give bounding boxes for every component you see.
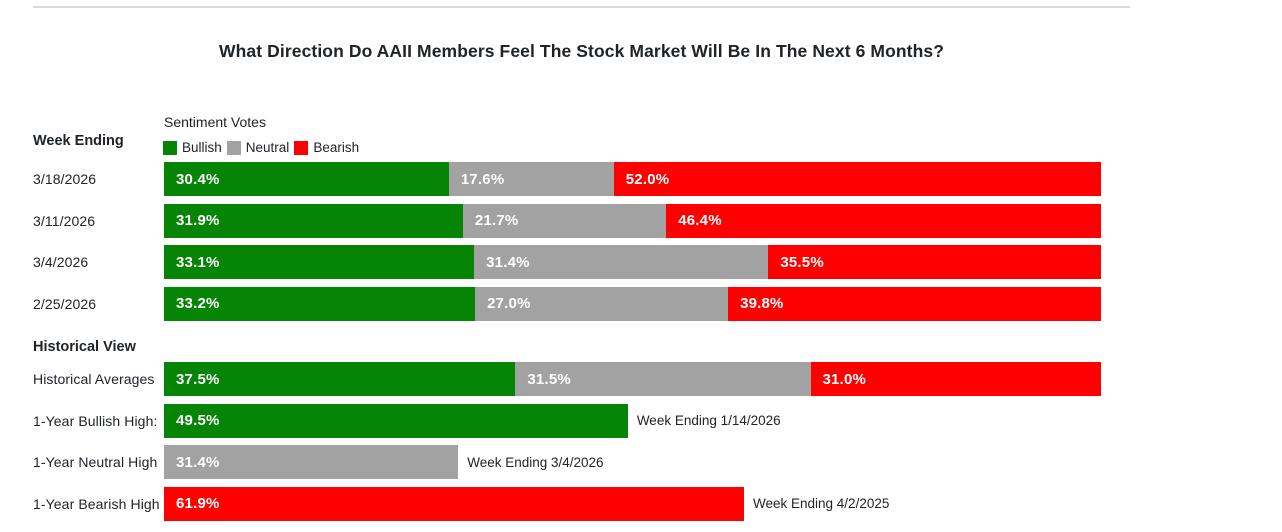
bar-value-label: 37.5% <box>176 370 220 388</box>
bar-group: 31.9% 21.7% 46.4% <box>164 203 1101 238</box>
bar-group: 37.5% 31.5% 31.0% <box>164 362 1101 396</box>
bar-group: 61.9% Week Ending 4/2/2025 <box>164 486 1101 521</box>
bar-segment-bearish: 35.5% <box>768 245 1101 279</box>
chart-legend: Bullish Neutral Bearish <box>163 140 364 155</box>
row-label: 1-Year Bearish High <box>33 495 160 512</box>
bar-value-label: 61.9% <box>176 495 220 512</box>
sentiment-votes-label: Sentiment Votes <box>164 114 266 130</box>
chart-row: 1-Year Neutral High 31.4% Week Ending 3/4/… <box>33 445 1101 479</box>
bar-segment-bullish: 31.9% <box>164 203 463 238</box>
bar-value-label: 35.5% <box>780 253 824 271</box>
legend-swatch-neutral <box>226 140 241 155</box>
bar-value-label: 27.0% <box>487 295 531 312</box>
bar-segment-neutral: 31.4% <box>474 245 769 279</box>
legend-label-bullish: Bullish <box>182 140 222 155</box>
chart-row: 3/18/2026 30.4% 17.6% 52.0% <box>33 162 1101 196</box>
bar-value-label: 52.0% <box>625 170 670 188</box>
bar-segment-neutral: 21.7% <box>462 203 667 238</box>
chart-row: Historical Averages 37.5% 31.5% 31.0% <box>33 362 1101 396</box>
bar-group: 30.4% 17.6% 52.0% <box>164 162 1101 196</box>
bar-value-label: 39.8% <box>740 295 784 312</box>
row-label: 1-Year Neutral High <box>33 454 158 470</box>
legend-label-neutral: Neutral <box>245 140 290 155</box>
bar-value-label: 49.5% <box>176 412 220 429</box>
bar-segment-bearish: 52.0% <box>613 162 1101 196</box>
bar-value-label: 17.6% <box>460 170 505 188</box>
bar-value-label: 31.9% <box>176 212 220 229</box>
bar-value-label: 21.7% <box>474 212 519 229</box>
historical-view-header: Historical View <box>33 339 136 355</box>
bar-segment-neutral: 27.0% <box>475 286 729 321</box>
week-ending-column-header: Week Ending <box>33 133 124 149</box>
legend-swatch-bullish <box>163 140 177 155</box>
bar-value-label: 31.4% <box>176 453 220 471</box>
bar-group: 49.5% Week Ending 1/14/2026 <box>164 403 1101 438</box>
bar-segment-bullish: 49.5% <box>164 403 628 438</box>
bar-value-label: 31.4% <box>486 253 530 271</box>
historical-rows: Historical Averages 37.5% 31.5% 31.0% 1-Year… <box>33 362 1101 521</box>
bar-value-label: 33.2% <box>176 295 220 312</box>
bar-segment-neutral: 17.6% <box>448 162 614 196</box>
chart-row: 3/11/2026 31.9% 21.7% 46.4% <box>33 203 1101 238</box>
chart-row: 1-Year Bullish High: 49.5% Week Ending 1/1… <box>33 403 1101 438</box>
legend-label-bearish: Bearish <box>313 140 360 155</box>
row-label: Historical Averages <box>33 371 155 387</box>
row-label: 3/11/2026 <box>33 212 96 229</box>
bar-segment-bullish: 37.5% <box>164 362 516 396</box>
bar-segment-bullish: 33.1% <box>164 245 475 279</box>
top-divider <box>33 6 1130 8</box>
bar-group: 31.4% Week Ending 3/4/2026 <box>164 445 1101 479</box>
bar-segment-bearish: 61.9% <box>164 486 744 521</box>
bar-value-label: 46.4% <box>678 212 722 229</box>
bar-group: 33.2% 27.0% 39.8% <box>164 286 1101 321</box>
bar-segment-bullish: 30.4% <box>164 162 449 196</box>
bar-group: 33.1% 31.4% 35.5% <box>164 245 1101 279</box>
legend-swatch-bearish <box>294 140 309 155</box>
row-label: 2/25/2026 <box>33 295 97 312</box>
bar-segment-bearish: 31.0% <box>810 362 1101 396</box>
chart-row: 2/25/2026 33.2% 27.0% 39.8% <box>33 286 1101 321</box>
bar-segment-bearish: 46.4% <box>666 203 1101 238</box>
bar-segment-bullish: 33.2% <box>164 286 476 321</box>
bar-value-label: 33.1% <box>176 253 220 271</box>
bar-value-label: 31.5% <box>527 370 571 388</box>
row-label: 3/18/2026 <box>33 171 97 187</box>
page-title: What Direction Do AAII Members Feel The … <box>219 41 944 61</box>
bar-annotation: Week Ending 3/4/2026 <box>467 454 604 470</box>
row-label: 3/4/2026 <box>33 254 89 270</box>
chart-row: 1-Year Bearish High 61.9% Week Ending 4/2/… <box>33 486 1101 521</box>
bar-annotation: Week Ending 4/2/2025 <box>753 496 890 511</box>
chart-row: 3/4/2026 33.1% 31.4% 35.5% <box>33 245 1101 279</box>
bar-value-label: 30.4% <box>176 170 220 188</box>
bar-value-label: 31.0% <box>822 370 867 388</box>
bar-segment-bearish: 39.8% <box>728 286 1101 321</box>
bar-segment-neutral: 31.5% <box>515 362 811 396</box>
row-label: 1-Year Bullish High: <box>33 412 158 429</box>
weekly-sentiment-rows: 3/18/2026 30.4% 17.6% 52.0% 3/11/2026 31.9% 21… <box>33 162 1101 321</box>
bar-annotation: Week Ending 1/14/2026 <box>636 413 781 428</box>
bar-segment-neutral: 31.4% <box>164 445 459 479</box>
